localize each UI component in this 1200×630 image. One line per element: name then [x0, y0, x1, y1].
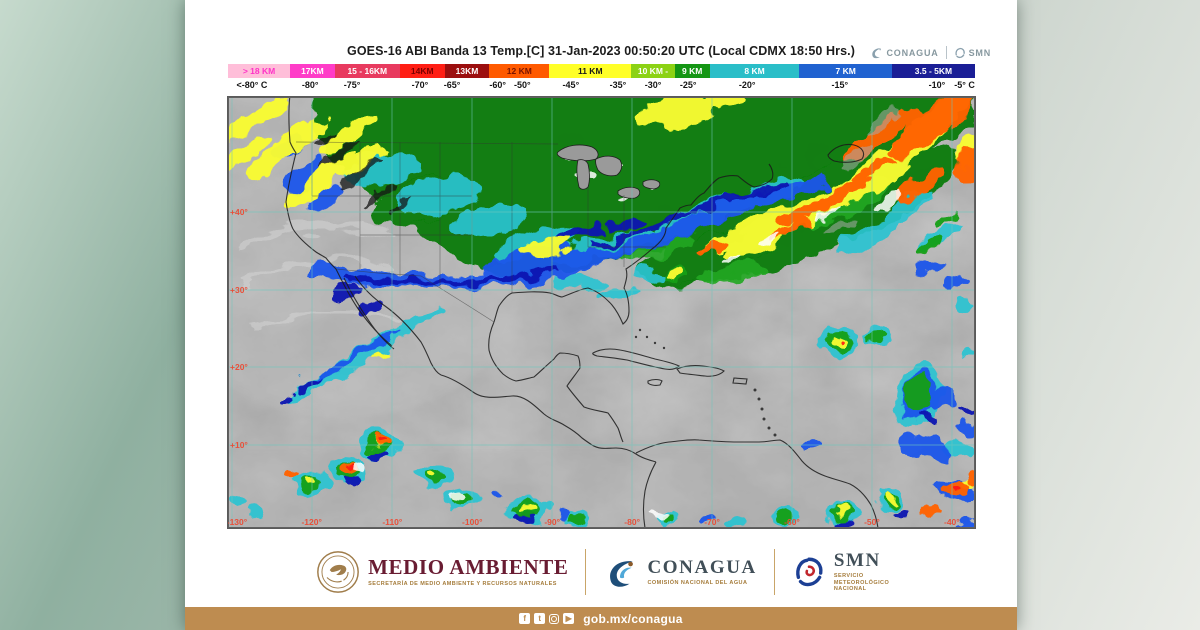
conagua-brand: CONAGUA COMISIÓN NACIONAL DEL AGUA: [603, 555, 756, 589]
satellite-map: +40° +30° +20° +10° -130° -120° -110° -100° -90°…: [227, 96, 976, 529]
conagua-wave-icon: [610, 561, 634, 587]
scale-segment: 8 KM: [709, 64, 800, 78]
weather-bulletin-card: GOES-16 ABI Banda 13 Temp.[C] 31-Jan-202…: [185, 0, 1017, 630]
temp-label: <-80° C: [236, 80, 268, 90]
image-title: GOES-16 ABI Banda 13 Temp.[C] 31-Jan-202…: [347, 44, 855, 58]
youtube-icon[interactable]: ▶: [563, 613, 575, 624]
smn-mini-logo: SMN: [954, 47, 991, 59]
longitude-label: -60°: [784, 517, 800, 527]
longitude-label: -130°: [228, 517, 248, 527]
scale-segment: 9 KM: [674, 64, 710, 78]
instagram-icon[interactable]: [549, 613, 560, 624]
legend: > 18 KM 17KM 15 - 16KM 14KM 13KM 12 KM 11 KM 10…: [228, 64, 975, 94]
scale-segment: 10 KM -: [631, 64, 675, 78]
temp-label: -75°: [343, 80, 361, 90]
longitude-label: -90°: [544, 517, 561, 527]
medio-ambiente-tagline: SECRETARÍA DE MEDIO AMBIENTE Y RECURSOS …: [368, 581, 557, 587]
medio-ambiente-seal-icon: [317, 551, 360, 593]
smn-mini-label: SMN: [968, 47, 991, 58]
smn-label: SMN: [833, 549, 881, 571]
facebook-icon[interactable]: f: [519, 613, 531, 624]
latitude-label: +40°: [230, 207, 248, 218]
temp-label: -10°: [928, 80, 946, 90]
longitude-label: -70°: [704, 517, 720, 527]
smn-spiral-icon: [796, 557, 823, 587]
satellite-imagery: [228, 97, 975, 528]
scale-segment: 3.5 - 5KM: [891, 64, 975, 78]
conagua-mini-logo: CONAGUA: [870, 46, 938, 59]
temperature-scale: <-80° C -80° -75° -70° -65° -60° -50° -45° -35° -…: [228, 78, 975, 94]
island-dots: [634, 328, 777, 437]
temp-label: -25°: [679, 80, 697, 90]
scale-segment: 15 - 16KM: [334, 64, 400, 78]
temp-label: -35°: [609, 80, 627, 90]
smn-brand: SMN SERVICIO METEOROLÓGICO NACIONAL: [792, 549, 890, 594]
longitude-label: -110°: [382, 517, 403, 527]
brand-divider: [773, 549, 775, 595]
scale-segment: 12 KM: [489, 64, 550, 78]
temp-label: -50°: [514, 80, 531, 90]
longitude-label: -100°: [462, 517, 483, 527]
conagua-tagline: COMISIÓN NACIONAL DEL AGUA: [647, 580, 748, 586]
scale-segment: 11 KM: [549, 64, 632, 78]
temp-label: -5° C: [954, 80, 975, 90]
latitude-label: +20°: [230, 361, 248, 372]
temp-label: -70°: [411, 80, 429, 90]
scale-segment: 13KM: [444, 64, 490, 78]
longitude-label: -120°: [301, 517, 322, 527]
temp-label: -80°: [301, 80, 319, 90]
logo-separator: [945, 46, 947, 59]
twitter-icon[interactable]: t: [534, 613, 546, 624]
medio-ambiente-brand: MEDIO AMBIENTE SECRETARÍA DE MEDIO AMBIE…: [316, 550, 568, 594]
conagua-mini-label: CONAGUA: [886, 47, 939, 58]
smn-tagline: SERVICIO METEOROLÓGICO NACIONAL: [833, 572, 890, 593]
conagua-label: CONAGUA: [647, 557, 757, 578]
scale-segment: 14KM: [399, 64, 445, 78]
medio-ambiente-label: MEDIO AMBIENTE: [368, 555, 569, 579]
conagua-wave-icon: [872, 48, 882, 59]
temp-label: -45°: [562, 80, 580, 90]
temp-label: -65°: [443, 80, 461, 90]
footer-bar: f t ▶ gob.mx/conagua: [185, 607, 1017, 630]
temp-label: -60°: [489, 80, 506, 90]
temp-label: -15°: [831, 80, 849, 90]
temp-label: -30°: [644, 80, 662, 90]
brand-divider: [585, 549, 587, 595]
scale-segment: 17KM: [290, 64, 335, 78]
gobmx-link[interactable]: gob.mx/conagua: [583, 611, 683, 626]
smn-spiral-icon: [955, 47, 965, 58]
latitude-label: +10°: [230, 439, 248, 450]
social-icons: f t ▶: [519, 613, 575, 624]
latitude-label: +30°: [230, 285, 248, 296]
longitude-label: -50°: [864, 517, 880, 527]
scale-segment: 7 KM: [799, 64, 892, 78]
footer-brands: MEDIO AMBIENTE SECRETARÍA DE MEDIO AMBIE…: [185, 543, 1017, 601]
coastlines: [285, 97, 879, 528]
altitude-color-scale: > 18 KM 17KM 15 - 16KM 14KM 13KM 12 KM 11 KM 10…: [228, 64, 975, 78]
longitude-label: -40°: [943, 517, 960, 527]
longitude-label: -80°: [624, 517, 640, 527]
scale-segment: > 18 KM: [228, 64, 290, 78]
temp-label: -20°: [738, 80, 756, 90]
header-logos: CONAGUA SMN: [870, 46, 991, 59]
graticule: [228, 97, 975, 528]
